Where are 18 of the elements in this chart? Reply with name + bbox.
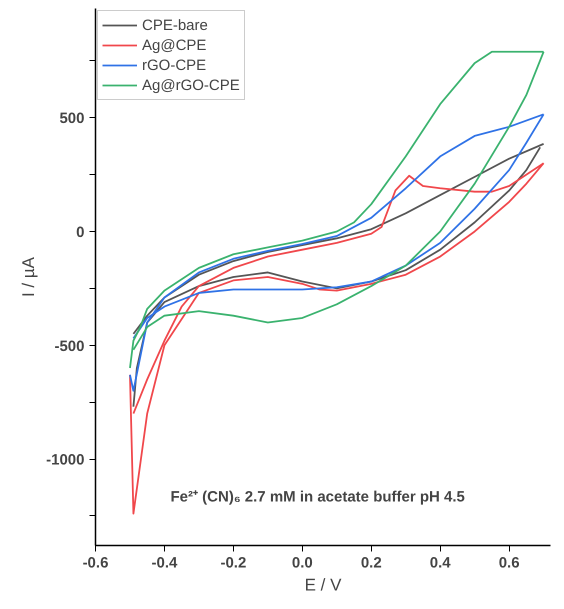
annotation: Fe²⁺ (CN)₆ 2.7 mM in acetate buffer pH 4.5 <box>170 488 465 506</box>
y-axis-title: I / µA <box>19 256 38 298</box>
legend-label: Ag@rGO-CPE <box>142 76 240 94</box>
x-tick-label: 0.0 <box>292 554 313 572</box>
y-tick-label: -500 <box>54 338 85 355</box>
x-tick-label: 0.6 <box>498 554 520 572</box>
x-tick-label: -0.2 <box>220 554 246 572</box>
y-tick-label: 500 <box>59 110 85 128</box>
x-axis-title: E / V <box>304 576 342 594</box>
x-tick-label: 0.2 <box>360 554 382 572</box>
legend-label: CPE-bare <box>142 16 208 34</box>
x-tick-label: -0.6 <box>82 554 108 572</box>
y-tick-label: 0 <box>76 224 84 241</box>
legend-label: Ag@CPE <box>142 36 206 54</box>
x-tick-label: -0.4 <box>152 554 178 572</box>
legend-label: rGO-CPE <box>142 56 206 74</box>
x-tick-label: 0.4 <box>430 554 452 572</box>
y-tick-label: -1000 <box>46 452 85 469</box>
